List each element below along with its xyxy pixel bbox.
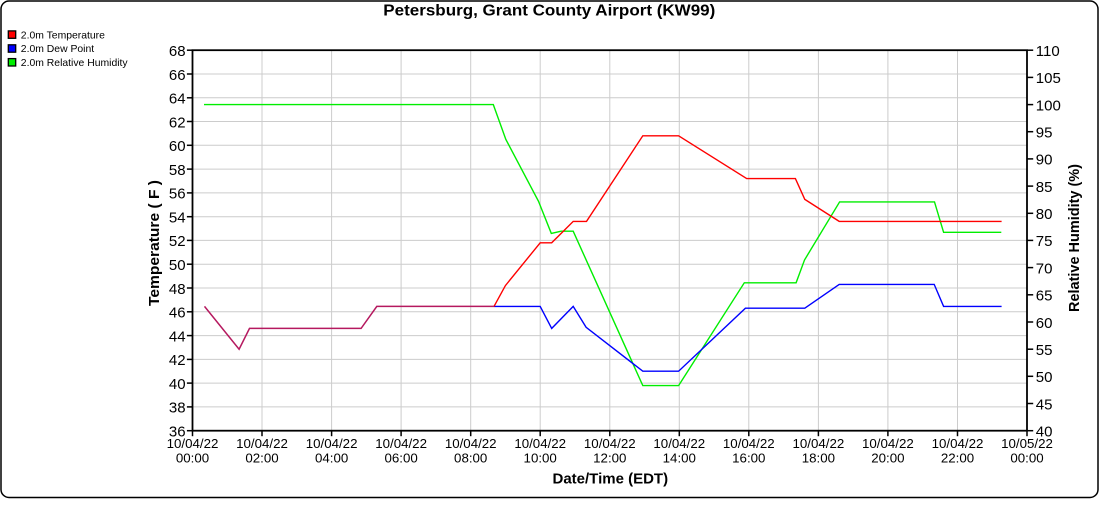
svg-text:40: 40 [169, 376, 186, 393]
svg-text:36: 36 [169, 424, 186, 441]
svg-text:10/04/22: 10/04/22 [445, 436, 497, 451]
svg-text:38: 38 [169, 400, 186, 417]
svg-text:60: 60 [1036, 315, 1053, 332]
svg-text:58: 58 [169, 162, 186, 179]
svg-text:56: 56 [169, 186, 186, 203]
svg-text:50: 50 [1036, 369, 1053, 386]
svg-text:45: 45 [1036, 396, 1053, 413]
svg-text:46: 46 [169, 305, 186, 322]
svg-text:10:00: 10:00 [524, 451, 557, 466]
svg-text:60: 60 [169, 138, 186, 155]
svg-text:14:00: 14:00 [663, 451, 696, 466]
svg-text:75: 75 [1036, 233, 1053, 250]
svg-text:100: 100 [1036, 97, 1061, 114]
svg-text:12:00: 12:00 [593, 451, 626, 466]
svg-text:08:00: 08:00 [454, 451, 487, 466]
svg-text:2.0m Relative Humidity: 2.0m Relative Humidity [21, 58, 129, 69]
svg-text:85: 85 [1036, 179, 1053, 196]
svg-text:70: 70 [1036, 260, 1053, 277]
svg-text:10/04/22: 10/04/22 [306, 436, 358, 451]
svg-text:10/04/22: 10/04/22 [653, 436, 705, 451]
svg-text:10/04/22: 10/04/22 [723, 436, 775, 451]
svg-text:80: 80 [1036, 206, 1053, 223]
svg-text:66: 66 [169, 67, 186, 84]
svg-text:Petersburg, Grant County Airpo: Petersburg, Grant County Airport (KW99) [383, 3, 715, 20]
svg-text:00:00: 00:00 [1010, 451, 1043, 466]
svg-text:10/04/22: 10/04/22 [514, 436, 566, 451]
svg-text:10/05/22: 10/05/22 [1001, 436, 1053, 451]
svg-text:Date/Time (EDT): Date/Time (EDT) [553, 470, 669, 487]
svg-text:2.0m Dew Point: 2.0m Dew Point [21, 44, 94, 55]
svg-text:105: 105 [1036, 70, 1061, 87]
svg-text:68: 68 [169, 43, 186, 60]
svg-text:95: 95 [1036, 125, 1053, 142]
svg-text:20:00: 20:00 [871, 451, 904, 466]
svg-text:44: 44 [169, 328, 186, 345]
svg-text:2.0m Temperature: 2.0m Temperature [21, 30, 105, 41]
svg-text:Relative Humidity (%): Relative Humidity (%) [1066, 164, 1083, 312]
svg-text:110: 110 [1036, 43, 1060, 60]
svg-text:40: 40 [1036, 424, 1053, 441]
svg-text:10/04/22: 10/04/22 [862, 436, 914, 451]
svg-text:16:00: 16:00 [732, 451, 765, 466]
svg-text:10/04/22: 10/04/22 [793, 436, 845, 451]
svg-text:64: 64 [169, 91, 186, 108]
svg-text:10/04/22: 10/04/22 [375, 436, 427, 451]
svg-text:62: 62 [169, 114, 186, 131]
svg-text:02:00: 02:00 [245, 451, 278, 466]
svg-text:55: 55 [1036, 342, 1053, 359]
svg-text:Temperature ( F ): Temperature ( F ) [146, 180, 163, 306]
svg-text:06:00: 06:00 [384, 451, 417, 466]
svg-text:65: 65 [1036, 288, 1053, 305]
svg-text:22:00: 22:00 [941, 451, 974, 466]
svg-text:18:00: 18:00 [802, 451, 835, 466]
svg-text:90: 90 [1036, 152, 1053, 169]
svg-text:42: 42 [169, 352, 186, 369]
svg-text:52: 52 [169, 233, 186, 250]
svg-text:54: 54 [169, 210, 186, 227]
svg-text:10/04/22: 10/04/22 [584, 436, 636, 451]
svg-text:04:00: 04:00 [315, 451, 348, 466]
svg-text:00:00: 00:00 [176, 451, 209, 466]
svg-text:10/04/22: 10/04/22 [236, 436, 288, 451]
svg-text:10/04/22: 10/04/22 [932, 436, 984, 451]
svg-text:10/04/22: 10/04/22 [167, 436, 219, 451]
svg-text:50: 50 [169, 257, 186, 274]
svg-text:48: 48 [169, 281, 186, 298]
